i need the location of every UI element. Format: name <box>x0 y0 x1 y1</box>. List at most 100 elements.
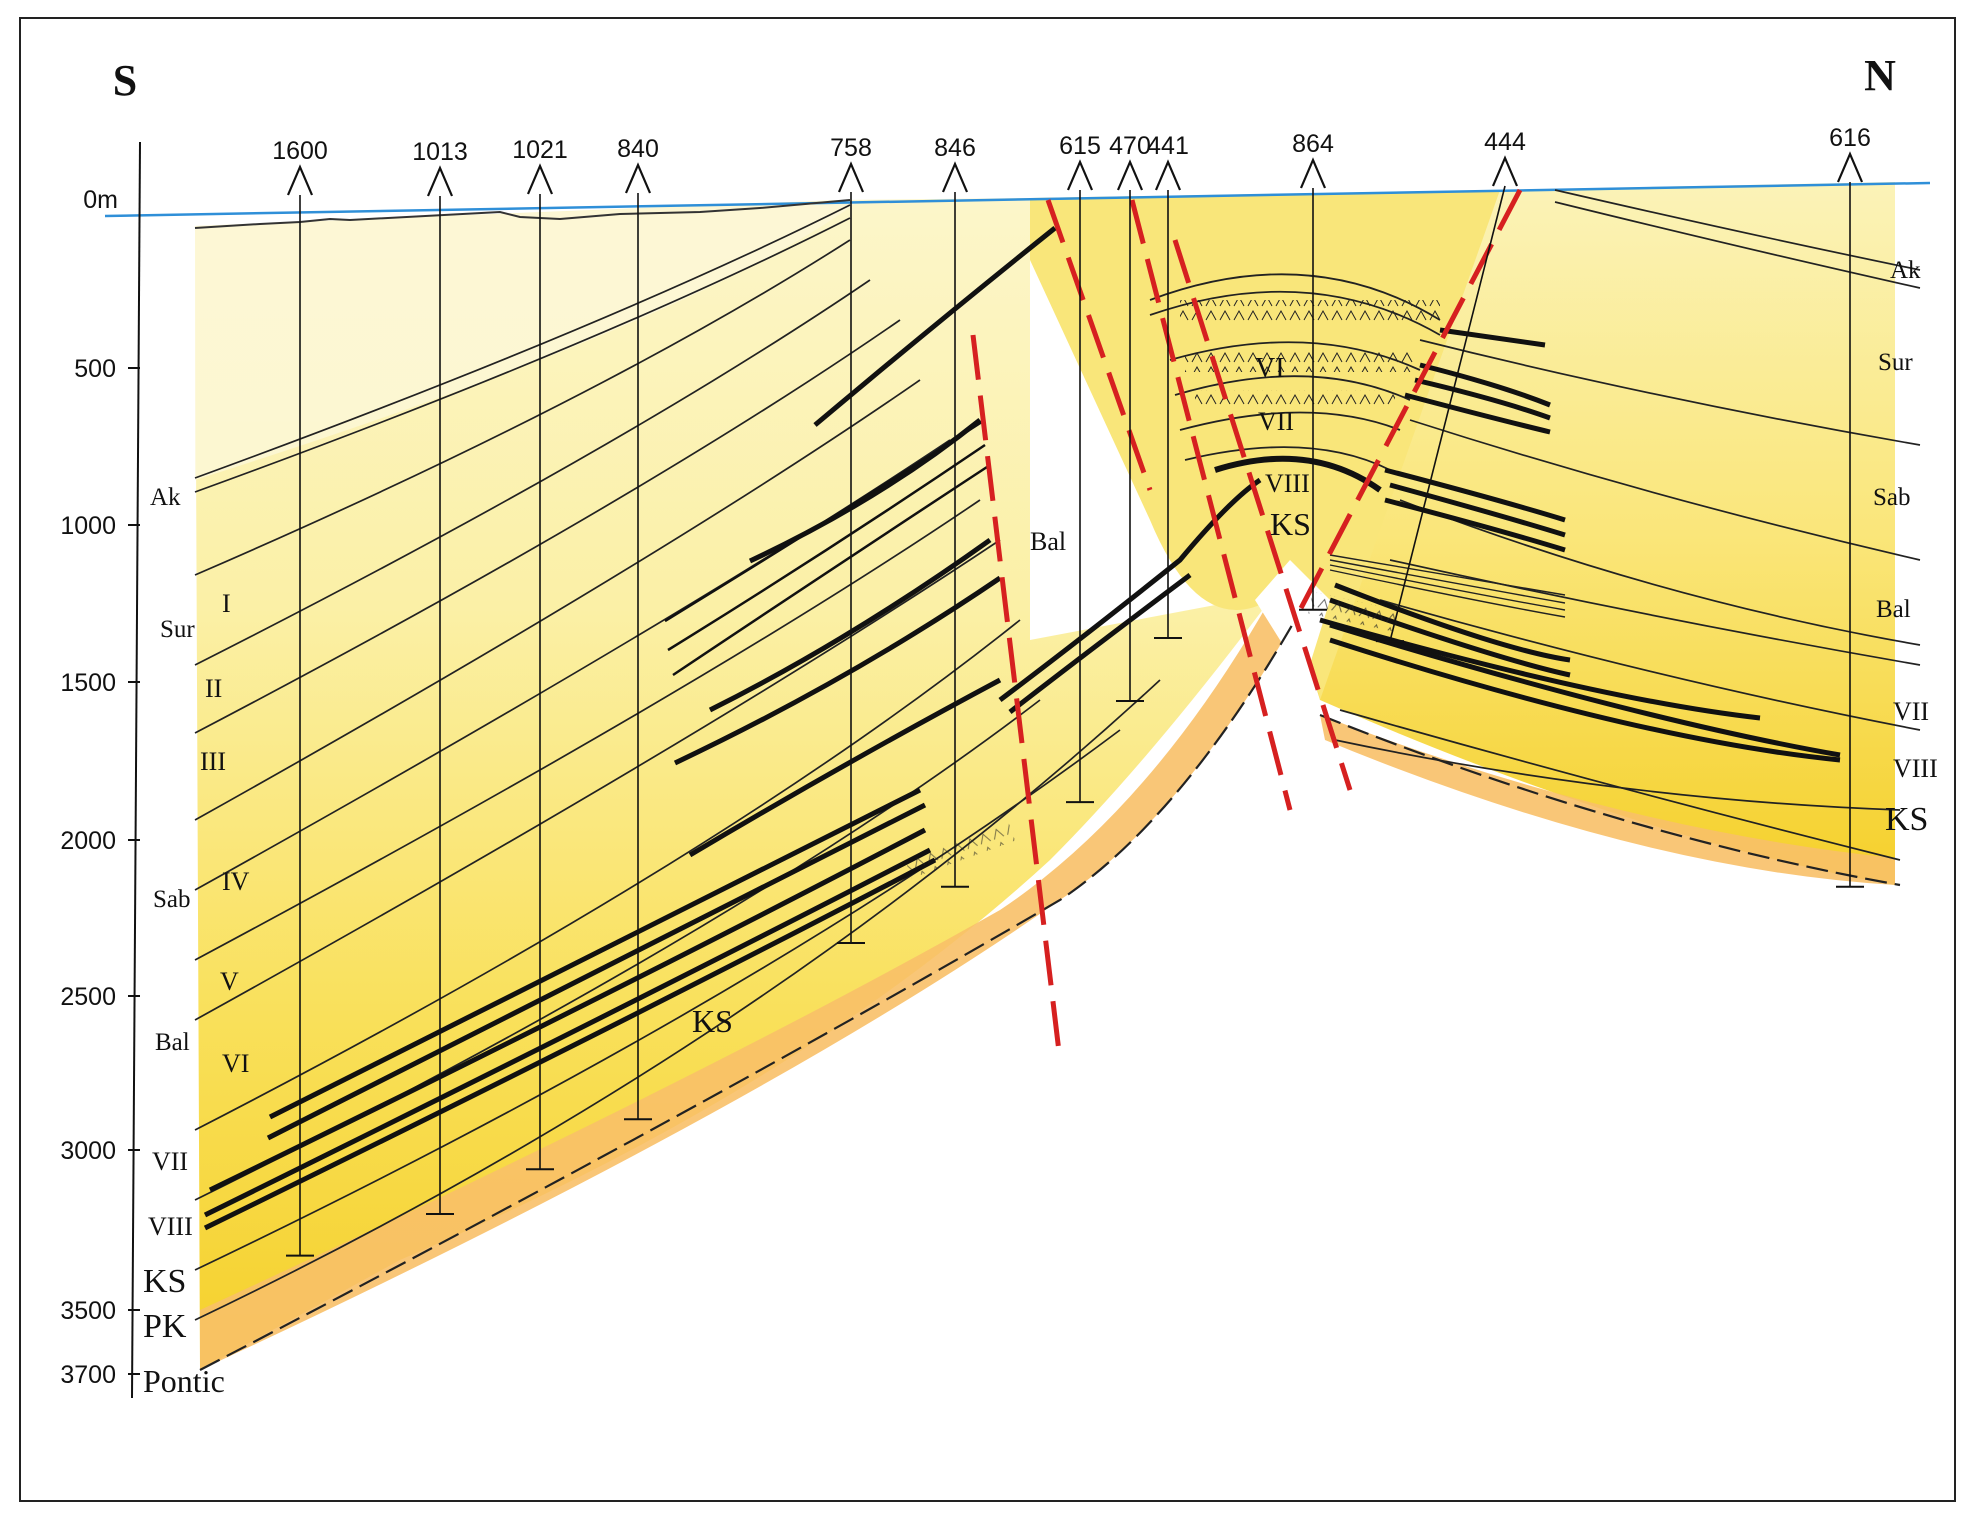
well-symbol <box>526 163 554 195</box>
well-label: 441 <box>1147 132 1189 160</box>
south-block-fill <box>195 198 1295 1370</box>
well-symbol <box>1066 159 1094 191</box>
well-label: 758 <box>830 134 872 162</box>
label-vi-crest: VI <box>1255 353 1285 384</box>
fault-5 <box>1297 188 1523 612</box>
right-unit-labels: Ak Sur Sab Bal VII VIII KS <box>1873 257 1938 838</box>
label-III: III <box>200 747 226 776</box>
well-840: 840 <box>617 135 659 1121</box>
well-1013: 1013 <box>412 138 468 1215</box>
sea-level-line <box>104 181 1931 218</box>
label-bal-center: Bal <box>1030 527 1066 556</box>
well-label: 1600 <box>272 137 328 165</box>
well-444: 444 <box>1376 128 1526 643</box>
depth-axis-line <box>131 141 141 1399</box>
label-vii-right: VII <box>1893 697 1929 726</box>
label-bal-right: Bal <box>1876 596 1911 623</box>
well-label: 1021 <box>512 136 568 164</box>
well-symbol <box>1154 159 1182 191</box>
depth-tick-label: 2000 <box>60 827 116 855</box>
depth-tick-label: 1000 <box>60 512 116 540</box>
label-ak-right: Ak <box>1890 257 1921 284</box>
crest-anhydrite-beds <box>1180 300 1440 408</box>
direction-north: N <box>1864 51 1896 100</box>
label-pontic: Pontic <box>143 1363 225 1399</box>
label-VIII: VIII <box>148 1212 193 1241</box>
well-symbol <box>1836 151 1864 183</box>
well-846: 846 <box>934 134 976 888</box>
south-thin-coal-beds <box>664 418 991 677</box>
north-thin-beds <box>1329 554 1566 618</box>
label-sur-left: Sur <box>160 616 195 643</box>
well-label: 444 <box>1484 128 1526 156</box>
well-1021: 1021 <box>512 136 568 1171</box>
left-unit-labels: Ak Sur Sab Bal I II III IV V VI VII VIII… <box>143 484 250 1399</box>
north-coal-beds <box>1319 327 1841 763</box>
well-864: 864 <box>1292 130 1334 611</box>
label-ak-left: Ak <box>150 484 181 511</box>
well-758: 758 <box>830 134 872 944</box>
well-441: 441 <box>1147 132 1189 640</box>
topography-line <box>194 199 851 229</box>
well-616: 616 <box>1829 124 1871 888</box>
fault-4 <box>1172 239 1353 791</box>
label-sab-left: Sab <box>153 886 191 913</box>
depth-tick-label: 1500 <box>60 669 116 697</box>
label-sur-right: Sur <box>1878 349 1913 376</box>
well-615: 615 <box>1059 132 1101 804</box>
center-unit-labels: Bal KS KS VI VII VIII <box>692 353 1311 1039</box>
label-ks-right: KS <box>1885 801 1928 838</box>
well-symbol <box>1299 157 1327 189</box>
fault-2 <box>1045 199 1153 491</box>
label-VII: VII <box>152 1147 188 1176</box>
well-symbol <box>837 161 865 193</box>
south-base-band <box>200 600 1295 1370</box>
well-borehole <box>1389 185 1506 642</box>
well-label: 846 <box>934 134 976 162</box>
label-sab-right: Sab <box>1873 484 1911 511</box>
south-upper-band <box>195 200 860 480</box>
label-ks-lower: KS <box>692 1003 733 1039</box>
figure-frame <box>19 17 1956 1502</box>
north-hatch-patch <box>1308 591 1401 633</box>
north-horizons <box>1334 189 1921 861</box>
well-label: 470 <box>1109 132 1151 160</box>
hatch-patch <box>904 821 1016 879</box>
direction-south: S <box>113 56 137 105</box>
south-base-line <box>199 619 1296 1371</box>
north-base-line <box>1319 713 1901 887</box>
label-viii-right: VIII <box>1893 754 1938 783</box>
well-470: 470 <box>1109 132 1151 702</box>
label-VI: VI <box>222 1049 249 1078</box>
depth-label-zero: 0m <box>83 186 118 214</box>
well-label: 616 <box>1829 124 1871 152</box>
well-symbol <box>1491 155 1519 187</box>
well-symbol <box>624 162 652 194</box>
label-viii-crest: VIII <box>1265 469 1310 498</box>
label-V: V <box>220 967 239 996</box>
label-IV: IV <box>222 867 250 896</box>
depth-tick-label: 2500 <box>60 983 116 1011</box>
faults <box>970 188 1523 1061</box>
well-label: 1013 <box>412 138 468 166</box>
well-symbol <box>941 161 969 193</box>
label-bal-left: Bal <box>155 1029 190 1056</box>
well-symbol <box>286 164 314 196</box>
well-symbol <box>1116 159 1144 191</box>
depth-layer: 0m 500 1000 1500 2000 2500 3000 3500 3700 <box>60 186 140 1389</box>
depth-tick-label: 3000 <box>60 1137 116 1165</box>
fault-3 <box>1129 199 1293 811</box>
depth-tick-label: 500 <box>74 355 116 383</box>
depth-tick-label: 3700 <box>60 1361 116 1389</box>
label-vii-crest: VII <box>1258 407 1294 436</box>
north-base-band <box>1320 715 1895 885</box>
label-ks-crest: KS <box>1270 506 1311 542</box>
label-I: I <box>222 589 231 618</box>
depth-tick-label: 3500 <box>60 1297 116 1325</box>
well-label: 615 <box>1059 132 1101 160</box>
label-II: II <box>205 674 222 703</box>
label-pk: PK <box>143 1308 187 1345</box>
south-coal-beds <box>203 226 1262 1231</box>
